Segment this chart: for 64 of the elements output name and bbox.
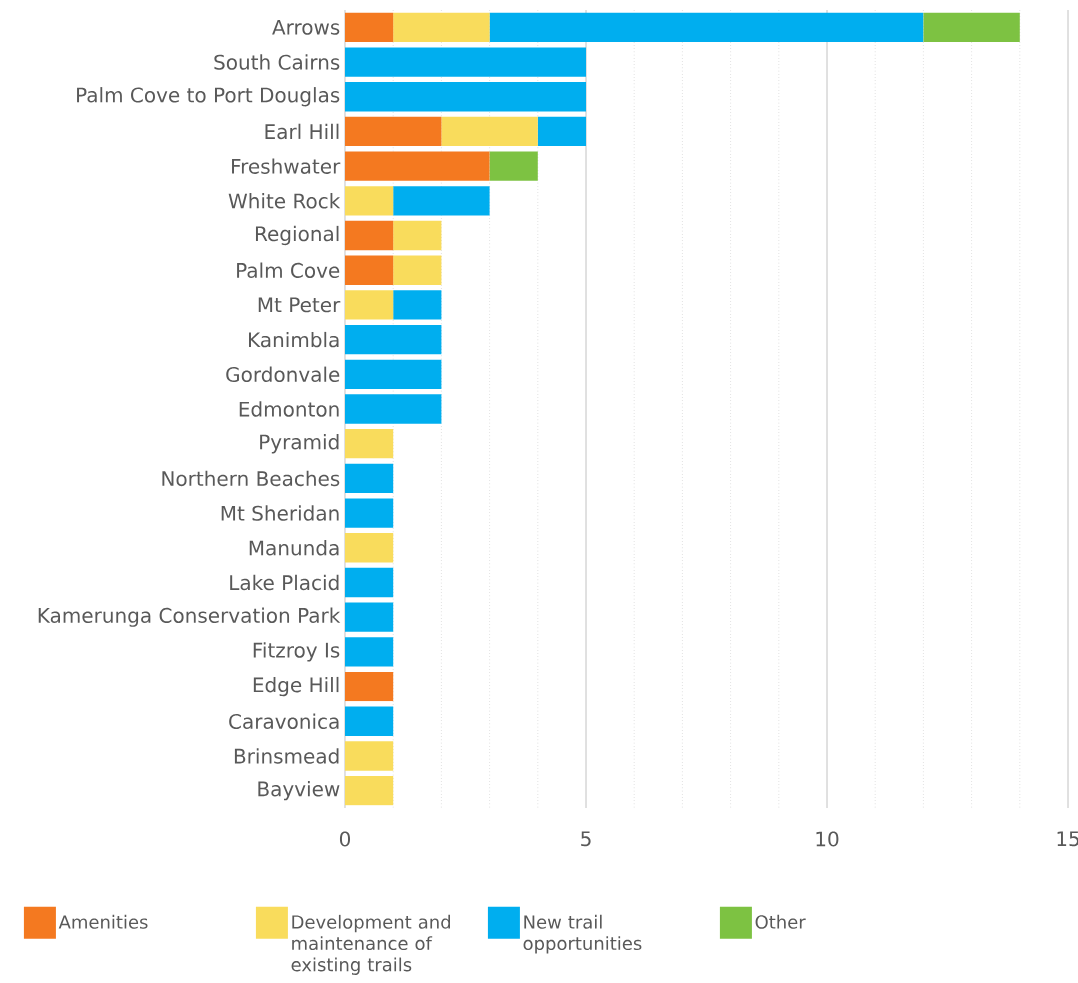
- legend-label: Development and maintenance of existing trails: [291, 914, 450, 975]
- legend-label: New trail opportunities: [523, 914, 642, 954]
- bar: [345, 671, 394, 702]
- legend-label: Other: [755, 914, 806, 929]
- y-tick-label: Kamerunga Conservation Park: [38, 607, 341, 627]
- bar: [345, 463, 394, 494]
- bar: [393, 186, 490, 216]
- y-tick-label: Palm Cove to Port Douglas: [77, 87, 340, 107]
- bar: [345, 186, 394, 216]
- y-tick-label: South Cairns: [214, 54, 340, 70]
- y-tick-label: Palm Cove: [237, 262, 340, 278]
- bar: [923, 12, 1020, 43]
- bar: [393, 12, 490, 43]
- y-tick-label: Regional: [255, 225, 339, 246]
- bar: [345, 567, 394, 598]
- x-tick-label: 10: [816, 831, 839, 847]
- y-tick-label: Brinsmead: [234, 748, 339, 764]
- y-tick-label: Fitzroy Is: [253, 642, 340, 662]
- bar: [489, 12, 924, 43]
- bar: [393, 255, 442, 285]
- bar: [345, 359, 442, 389]
- x-tick-label: 5: [581, 831, 591, 847]
- bar: [345, 533, 394, 563]
- y-tick-label: Gordonvale: [226, 366, 340, 383]
- bar: [537, 116, 586, 147]
- bar: [345, 775, 394, 806]
- bar: [393, 220, 442, 251]
- x-tick-label: 0: [339, 831, 351, 847]
- y-tick-label: Caravonica: [229, 713, 339, 730]
- y-tick-label: White Rock: [228, 193, 341, 209]
- bar: [441, 116, 538, 147]
- bar: [345, 706, 394, 736]
- bar: [345, 220, 394, 251]
- bar: [345, 47, 586, 77]
- bar: [345, 498, 394, 528]
- y-tick-label: Edmonton: [239, 401, 339, 417]
- y-tick-label: Pyramid: [260, 434, 339, 454]
- y-tick-label: Earl Hill: [265, 123, 339, 140]
- legend-label: Amenities: [58, 914, 148, 929]
- y-tick-label: Lake Placid: [230, 574, 339, 591]
- bar: [345, 116, 442, 147]
- bar: [345, 12, 394, 43]
- y-tick-label: Edge Hill: [253, 676, 339, 697]
- y-tick-label: Manunda: [249, 540, 339, 556]
- bar: [345, 741, 394, 771]
- y-tick-label: Mt Peter: [258, 297, 341, 313]
- bar: [345, 324, 442, 355]
- bar: [345, 290, 394, 320]
- bar: [345, 602, 394, 632]
- y-tick-label: Arrows: [272, 19, 340, 35]
- bar: [345, 394, 442, 424]
- x-tick-label: 15: [1057, 831, 1078, 847]
- bar: [345, 151, 490, 181]
- bar: [393, 290, 442, 320]
- y-tick-label: Kanimbla: [249, 331, 339, 348]
- bar: [345, 255, 394, 285]
- bar: [345, 637, 394, 667]
- y-tick-label: Mt Sheridan: [221, 505, 339, 521]
- y-tick-label: Freshwater: [232, 158, 341, 174]
- y-tick-label: Northern Beaches: [162, 470, 340, 487]
- bar: [345, 429, 394, 459]
- bar: [345, 82, 586, 112]
- y-tick-label: Bayview: [258, 781, 340, 801]
- bar: [489, 151, 538, 181]
